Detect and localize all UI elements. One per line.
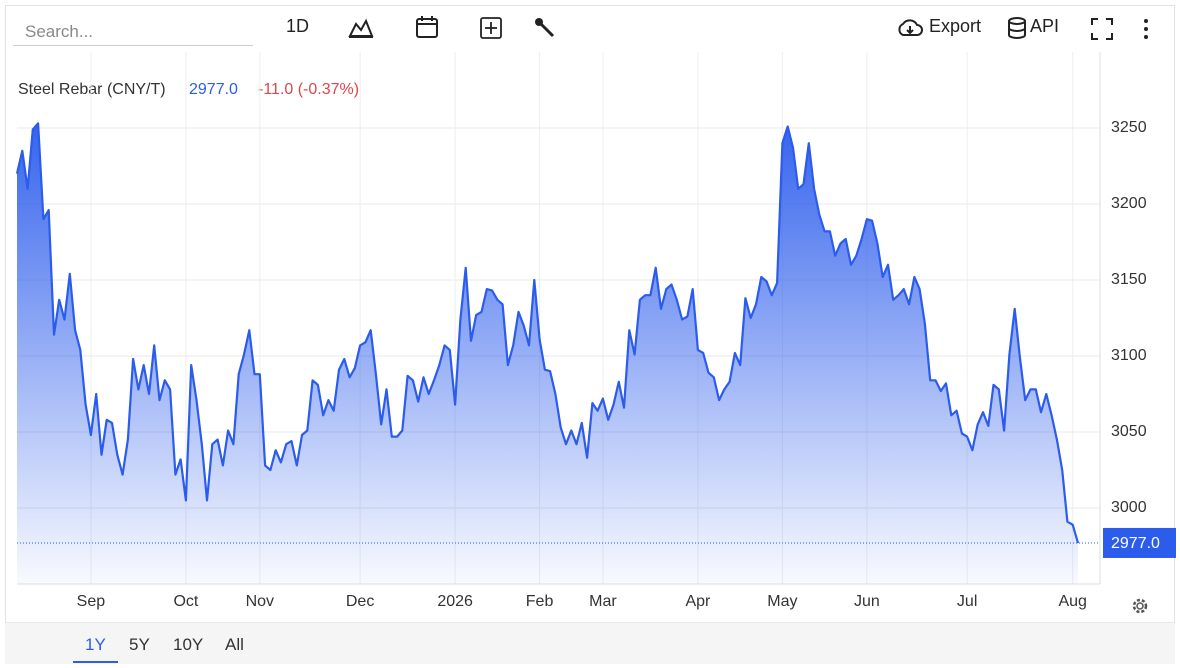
y-tick-label: 3000	[1111, 499, 1147, 516]
calendar-icon[interactable]	[415, 15, 439, 39]
y-tick-label: 3250	[1111, 119, 1147, 136]
last-price-label: 2977.0	[1111, 535, 1160, 552]
price-change: -11.0 (-0.37%)	[258, 81, 359, 98]
x-tick-label: Feb	[526, 593, 554, 610]
y-tick-label: 3050	[1111, 423, 1147, 440]
chart-title: Steel Rebar (CNY/T)	[18, 81, 166, 98]
x-tick-label: Sep	[77, 593, 106, 610]
last-price: 2977.0	[189, 81, 238, 98]
x-tick-label: May	[767, 593, 797, 610]
export-button[interactable]: Export	[929, 16, 982, 36]
price-line	[15, 122, 1080, 544]
api-button[interactable]: API	[1030, 16, 1060, 36]
range-button[interactable]: 5Y	[129, 635, 150, 654]
range-button[interactable]: All	[225, 635, 244, 654]
area	[17, 123, 1078, 585]
settings-icon[interactable]	[1132, 598, 1148, 614]
x-tick-label: Aug	[1058, 593, 1086, 610]
y-tick-label: 3150	[1111, 271, 1147, 288]
y-tick-label: 3100	[1111, 347, 1147, 364]
range-button[interactable]: 1Y	[73, 635, 118, 663]
x-tick-label: Apr	[685, 593, 711, 610]
x-tick-label: Oct	[173, 593, 198, 610]
compare-icon[interactable]	[479, 16, 503, 40]
last-price-box	[1103, 527, 1176, 558]
y-tick-label: 3200	[1111, 195, 1147, 212]
x-tick-label: Mar	[589, 593, 617, 610]
api-icon[interactable]	[1007, 16, 1027, 40]
chart-type-icon[interactable]	[348, 16, 374, 40]
x-tick-label: 2026	[437, 593, 473, 610]
range-button[interactable]: 10Y	[173, 635, 204, 654]
export-icon[interactable]	[896, 17, 924, 39]
interval-button[interactable]: 1D	[286, 16, 310, 36]
fullscreen-icon[interactable]	[1090, 17, 1114, 41]
x-tick-label: Jun	[854, 593, 880, 610]
menu-icon[interactable]	[1136, 18, 1156, 40]
tools-icon[interactable]	[534, 17, 558, 41]
range-bar: 1Y 5Y 10Y All	[5, 622, 1175, 664]
x-tick-label: Dec	[346, 593, 374, 610]
search-box[interactable]: Search...	[13, 16, 253, 46]
x-tick-label: Nov	[246, 593, 274, 610]
x-tick-label: Jul	[957, 593, 977, 610]
